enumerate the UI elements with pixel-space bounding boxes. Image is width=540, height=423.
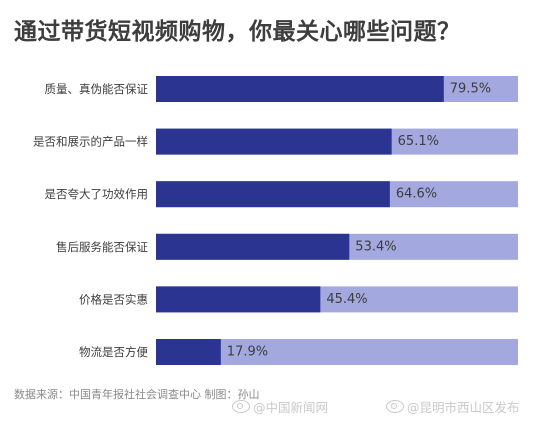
category-label: 是否夸大了功效作用 xyxy=(45,187,149,201)
category-label: 物流是否方便 xyxy=(79,345,148,359)
value-label: 45.4% xyxy=(326,292,367,307)
category-label: 是否和展示的产品一样 xyxy=(33,135,148,149)
weibo-icon xyxy=(386,400,404,413)
value-label: 79.5% xyxy=(450,82,491,97)
category-label: 质量、真伪能否保证 xyxy=(45,82,149,96)
category-label: 价格是否实惠 xyxy=(79,292,148,306)
bar xyxy=(156,286,321,313)
watermark-text: @中国新闻网 xyxy=(253,400,329,415)
bar xyxy=(156,76,444,102)
value-label: 17.9% xyxy=(227,345,268,360)
value-label: 64.6% xyxy=(396,187,437,202)
bar xyxy=(156,181,390,208)
value-label: 53.4% xyxy=(355,239,396,254)
watermark-chinanews: @中国新闻网 xyxy=(232,397,328,416)
bar xyxy=(156,339,221,365)
source-note: 数据来源：中国青年报社社会调查中心 制图：孙山 xyxy=(14,388,260,401)
bar xyxy=(156,128,392,155)
chart-title: 通过带货短视频购物，你最关心哪些问题？ xyxy=(14,19,461,45)
value-label: 65.1% xyxy=(398,134,439,149)
watermark-text: @昆明市西山区发布 xyxy=(407,400,520,415)
weibo-icon xyxy=(232,400,250,413)
watermark-xishan: @昆明市西山区发布 xyxy=(386,397,520,416)
bar xyxy=(156,233,350,260)
category-label: 售后服务能否保证 xyxy=(56,240,148,254)
